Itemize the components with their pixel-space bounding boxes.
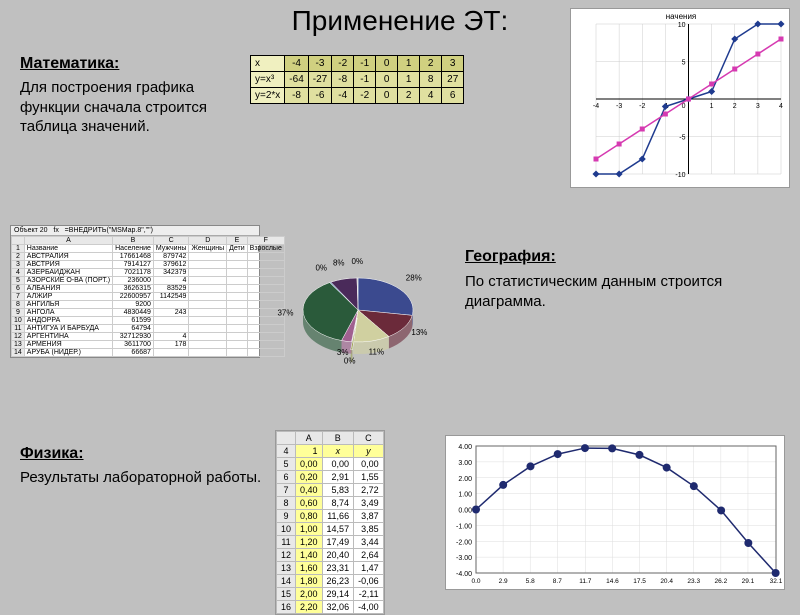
svg-text:10: 10 — [678, 22, 686, 29]
svg-text:8.7: 8.7 — [553, 578, 562, 585]
math-value-table: x-4-3-2-10123y=x³-64-27-8-101827y=2*x-8-… — [250, 55, 464, 104]
svg-text:29.1: 29.1 — [742, 578, 755, 585]
svg-text:0.0: 0.0 — [471, 578, 480, 585]
svg-text:3%: 3% — [337, 348, 349, 357]
svg-text:начения: начения — [666, 12, 697, 21]
phys-description: Результаты лабораторной работы. — [20, 468, 270, 488]
svg-text:2: 2 — [733, 103, 737, 110]
math-description: Для построения графика функции сначала с… — [20, 78, 240, 137]
svg-text:17.5: 17.5 — [633, 578, 646, 585]
svg-text:-1.00: -1.00 — [456, 523, 472, 530]
svg-text:28%: 28% — [406, 273, 422, 282]
svg-text:26.2: 26.2 — [715, 578, 728, 585]
svg-text:1: 1 — [710, 103, 714, 110]
phys-heading: Физика: — [20, 445, 84, 463]
svg-text:-3: -3 — [616, 103, 622, 110]
math-heading: Математика: — [20, 55, 119, 73]
svg-text:0%: 0% — [315, 263, 327, 272]
svg-text:4: 4 — [779, 103, 783, 110]
svg-text:3: 3 — [756, 103, 760, 110]
svg-text:-2: -2 — [639, 103, 645, 110]
svg-text:-5: -5 — [679, 135, 685, 142]
svg-text:4.00: 4.00 — [458, 444, 472, 451]
geo-spreadsheet: Объект 20 fx =ВНЕДРИТЬ("MSMap.8","")ABCD… — [10, 225, 260, 358]
svg-text:5.8: 5.8 — [526, 578, 535, 585]
svg-text:0%: 0% — [344, 357, 356, 366]
geo-heading: География: — [465, 248, 556, 266]
phys-line-chart: -4.00 -3.00 -2.00 -1.00 0.00 1.00 2.00 3.00 4.00… — [445, 435, 785, 590]
svg-text:20.4: 20.4 — [660, 578, 673, 585]
svg-text:2.9: 2.9 — [499, 578, 508, 585]
svg-text:0: 0 — [682, 103, 686, 110]
geo-description: По статистическим данным строится диагра… — [465, 272, 795, 311]
svg-text:-10: -10 — [675, 172, 685, 179]
geo-pie-chart: 28%13%11%0%3%37%0%8%0% — [248, 245, 458, 385]
phys-spreadsheet: ABC41xy50,000,000,0060,202,911,5570,405,… — [275, 430, 385, 615]
svg-text:2.00: 2.00 — [458, 476, 472, 483]
svg-text:8%: 8% — [333, 259, 345, 268]
svg-text:-2.00: -2.00 — [456, 539, 472, 546]
svg-text:23.3: 23.3 — [687, 578, 700, 585]
svg-text:13%: 13% — [411, 328, 427, 337]
svg-text:0%: 0% — [352, 257, 364, 266]
svg-text:5: 5 — [682, 60, 686, 67]
svg-text:37%: 37% — [277, 308, 293, 317]
svg-text:11%: 11% — [369, 348, 384, 357]
svg-text:1.00: 1.00 — [458, 492, 472, 499]
svg-text:-3.00: -3.00 — [456, 555, 472, 562]
svg-text:11.7: 11.7 — [579, 578, 592, 585]
svg-text:32.1: 32.1 — [770, 578, 783, 585]
math-line-chart: -4-3-2-11234-10-55100начения — [570, 8, 790, 188]
svg-text:14.6: 14.6 — [606, 578, 619, 585]
svg-text:-4: -4 — [593, 103, 599, 110]
svg-text:0.00: 0.00 — [458, 508, 472, 515]
svg-text:-4.00: -4.00 — [456, 571, 472, 578]
svg-text:3.00: 3.00 — [458, 460, 472, 467]
